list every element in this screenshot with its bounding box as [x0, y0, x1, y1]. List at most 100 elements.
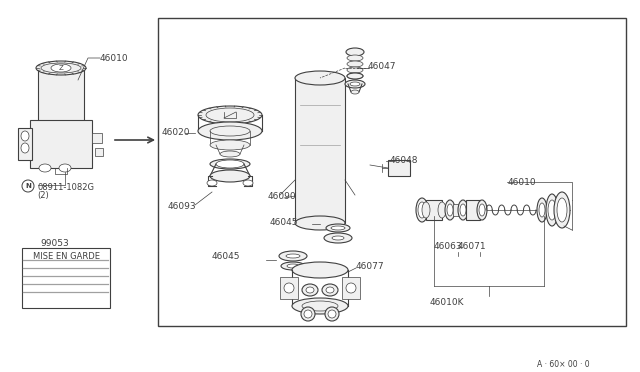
- Ellipse shape: [210, 170, 250, 182]
- Ellipse shape: [210, 159, 250, 169]
- Bar: [95, 148, 103, 156]
- Ellipse shape: [292, 298, 348, 314]
- Ellipse shape: [445, 200, 455, 220]
- Ellipse shape: [326, 287, 334, 293]
- Bar: [453, 204, 461, 216]
- Ellipse shape: [422, 202, 430, 218]
- Text: MISE EN GARDE: MISE EN GARDE: [33, 252, 99, 261]
- Bar: [158, 18, 626, 326]
- Ellipse shape: [36, 61, 86, 75]
- Ellipse shape: [243, 180, 253, 186]
- Text: A · 60× 00 · 0: A · 60× 00 · 0: [538, 360, 590, 369]
- Text: Z: Z: [59, 65, 63, 71]
- Ellipse shape: [325, 307, 339, 321]
- Bar: [92, 133, 102, 143]
- Ellipse shape: [345, 80, 365, 88]
- Bar: [295, 78, 345, 223]
- Ellipse shape: [346, 283, 356, 293]
- Ellipse shape: [295, 216, 345, 230]
- Ellipse shape: [539, 203, 545, 217]
- Text: 46063: 46063: [434, 242, 463, 251]
- Text: 08911-1082G: 08911-1082G: [37, 183, 94, 192]
- Ellipse shape: [557, 198, 567, 222]
- Ellipse shape: [51, 64, 71, 72]
- Text: 46010: 46010: [508, 178, 536, 187]
- Text: 46047: 46047: [368, 62, 397, 71]
- Ellipse shape: [548, 200, 556, 220]
- Ellipse shape: [347, 67, 363, 73]
- Text: 46045: 46045: [212, 252, 241, 261]
- Ellipse shape: [39, 164, 51, 172]
- Ellipse shape: [59, 164, 71, 172]
- Bar: [30, 120, 92, 168]
- Ellipse shape: [324, 233, 352, 243]
- Ellipse shape: [347, 55, 363, 61]
- Bar: [38, 68, 84, 136]
- Ellipse shape: [210, 140, 250, 150]
- Bar: [388, 160, 410, 176]
- Ellipse shape: [418, 202, 426, 218]
- Text: 46077: 46077: [356, 262, 385, 271]
- Ellipse shape: [284, 283, 294, 293]
- Ellipse shape: [322, 284, 338, 296]
- Text: N: N: [25, 183, 31, 189]
- Ellipse shape: [304, 310, 312, 318]
- Text: 46071: 46071: [458, 242, 486, 251]
- Ellipse shape: [554, 192, 570, 228]
- Ellipse shape: [206, 108, 254, 122]
- Ellipse shape: [479, 204, 485, 216]
- Text: 46045: 46045: [270, 218, 298, 227]
- Ellipse shape: [346, 48, 364, 56]
- Ellipse shape: [537, 198, 547, 222]
- Ellipse shape: [477, 200, 487, 220]
- Ellipse shape: [302, 301, 338, 311]
- Ellipse shape: [216, 160, 244, 168]
- Bar: [22, 248, 110, 308]
- Ellipse shape: [210, 126, 250, 136]
- Ellipse shape: [347, 73, 363, 79]
- Bar: [188, 55, 343, 255]
- Bar: [426, 200, 442, 220]
- Text: 46010K: 46010K: [430, 298, 465, 307]
- Ellipse shape: [331, 226, 345, 230]
- Ellipse shape: [286, 254, 300, 258]
- Text: 46048: 46048: [390, 156, 419, 165]
- Ellipse shape: [281, 262, 305, 270]
- Bar: [466, 200, 480, 220]
- Ellipse shape: [198, 106, 262, 124]
- Text: 46010: 46010: [100, 54, 129, 63]
- Ellipse shape: [447, 204, 453, 216]
- Ellipse shape: [460, 204, 466, 216]
- Ellipse shape: [198, 122, 262, 140]
- Bar: [342, 277, 360, 299]
- Ellipse shape: [295, 71, 345, 85]
- Bar: [18, 128, 32, 160]
- Ellipse shape: [347, 73, 363, 79]
- Ellipse shape: [306, 287, 314, 293]
- Ellipse shape: [41, 63, 81, 73]
- Text: 99053: 99053: [40, 239, 69, 248]
- Bar: [280, 277, 298, 299]
- Circle shape: [22, 180, 34, 192]
- Ellipse shape: [207, 180, 217, 186]
- Text: 46093: 46093: [168, 202, 196, 211]
- Ellipse shape: [328, 310, 336, 318]
- Text: 46020: 46020: [162, 128, 191, 137]
- Ellipse shape: [39, 131, 83, 141]
- Ellipse shape: [458, 200, 468, 220]
- Text: (2): (2): [37, 191, 49, 200]
- Ellipse shape: [279, 251, 307, 261]
- Ellipse shape: [292, 262, 348, 278]
- Ellipse shape: [546, 194, 558, 226]
- Text: 46090: 46090: [268, 192, 296, 201]
- Ellipse shape: [301, 307, 315, 321]
- Ellipse shape: [21, 131, 29, 141]
- Ellipse shape: [302, 284, 318, 296]
- Ellipse shape: [45, 133, 77, 139]
- Ellipse shape: [287, 264, 299, 268]
- Ellipse shape: [351, 90, 359, 94]
- Ellipse shape: [220, 151, 240, 157]
- Ellipse shape: [350, 82, 360, 86]
- Ellipse shape: [347, 61, 363, 67]
- Ellipse shape: [326, 224, 350, 232]
